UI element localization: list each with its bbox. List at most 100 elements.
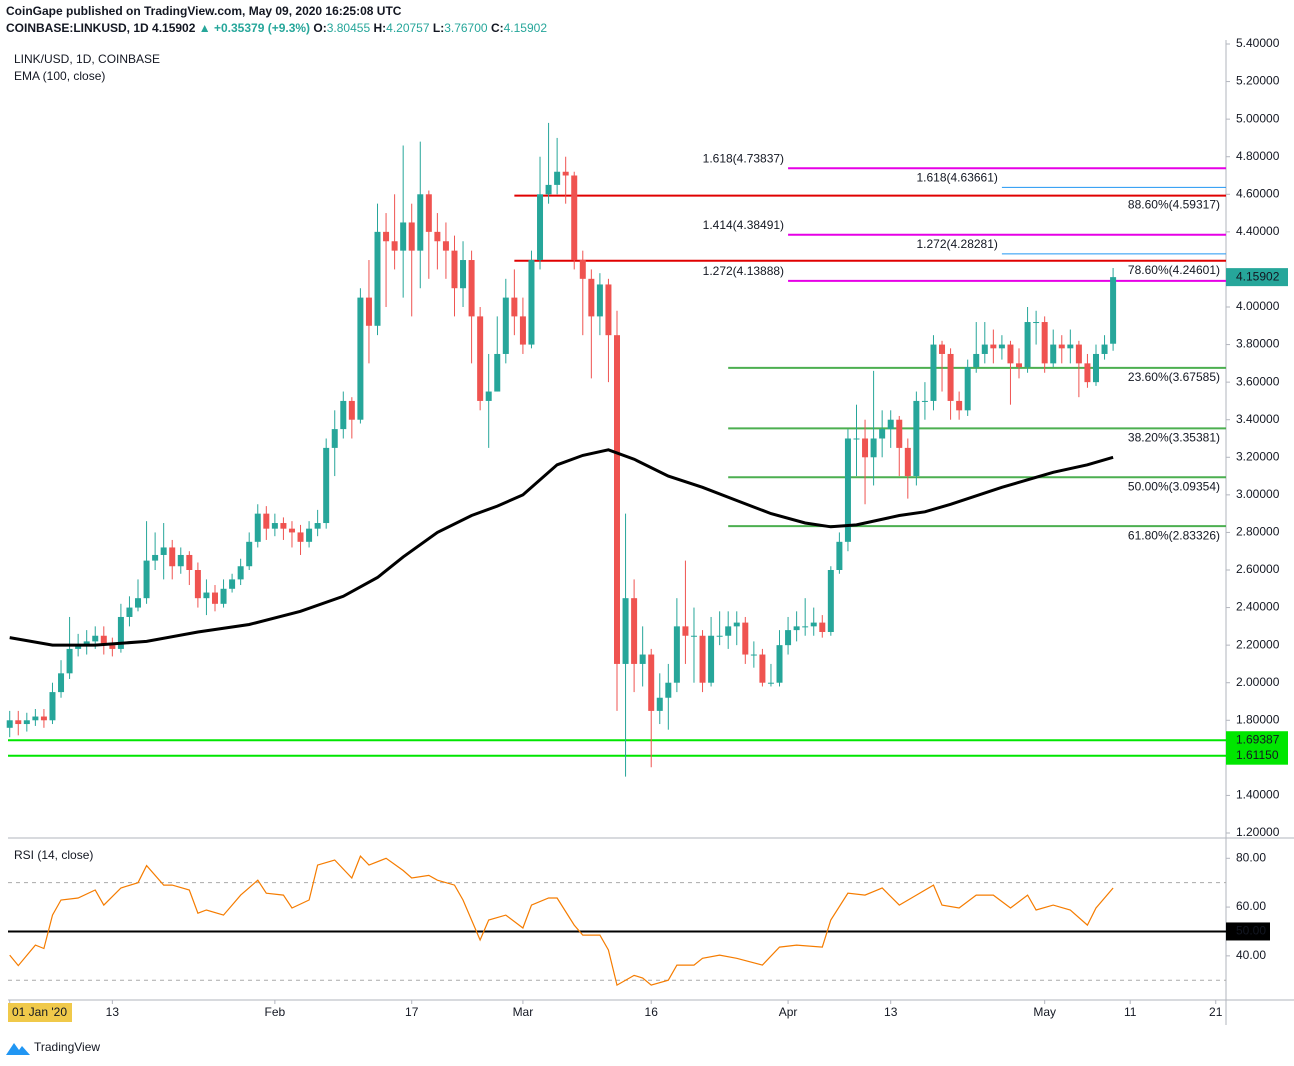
fib-retracement-label: 50.00%(3.09354) xyxy=(1128,479,1220,493)
candle-body xyxy=(519,316,526,345)
fib-extension-label: 1.414(4.38491) xyxy=(703,218,784,232)
candle-body xyxy=(1050,344,1057,364)
candle-body xyxy=(365,297,372,326)
y-tick-label: 3.00000 xyxy=(1236,487,1280,501)
candle-body xyxy=(956,400,963,411)
candle-body xyxy=(682,626,689,636)
support-tag-label: 1.61150 xyxy=(1236,748,1279,762)
fib-extension-label: 1.618(4.63661) xyxy=(916,171,997,185)
candle-body xyxy=(100,635,107,646)
candle-body xyxy=(579,260,586,279)
legend-ema: EMA (100, close) xyxy=(14,69,105,83)
candle-body xyxy=(614,335,620,664)
candle-body xyxy=(690,635,697,637)
candle-body xyxy=(331,429,338,448)
y-tick-label: 2.80000 xyxy=(1236,525,1280,539)
candle-body xyxy=(656,697,663,711)
candle-body xyxy=(468,260,475,317)
last-price-tag xyxy=(1226,268,1288,287)
y-tick-label: 1.80000 xyxy=(1236,712,1280,726)
plot-layer: 1.20000 1.40000 1.80000 2.00000 2.20000 2.400… xyxy=(6,36,1288,1022)
candle-body xyxy=(32,716,39,721)
candle-body xyxy=(211,592,218,604)
candle-body xyxy=(759,654,766,683)
candle-body xyxy=(810,622,817,627)
y-tick-label: 2.20000 xyxy=(1236,637,1280,651)
candle-body xyxy=(742,622,749,655)
candle-body xyxy=(169,547,176,567)
x-tick-label: 13 xyxy=(884,1005,898,1019)
candle-body xyxy=(827,570,834,632)
candle-body xyxy=(434,231,441,242)
candle-body xyxy=(220,588,227,604)
candle-body xyxy=(699,635,706,683)
candle-body xyxy=(306,528,313,542)
candle-body xyxy=(990,344,997,349)
fib-retracement-label: 38.20%(3.35381) xyxy=(1128,431,1220,445)
y-tick-label: 3.40000 xyxy=(1236,412,1280,426)
candle-body xyxy=(862,438,869,458)
y-tick-label: 80.00 xyxy=(1236,850,1266,864)
candle-body xyxy=(844,438,851,542)
last-price-label: 4.15902 xyxy=(1236,269,1280,283)
candle-body xyxy=(973,353,980,368)
candle-body xyxy=(391,241,398,251)
candle-body xyxy=(588,278,595,317)
candle-body xyxy=(1075,344,1082,364)
y-tick-label: 4.80000 xyxy=(1236,149,1280,163)
candle-body xyxy=(596,284,603,317)
candle-body xyxy=(665,682,672,698)
candle-body xyxy=(716,635,723,637)
y-tick-label: 4.40000 xyxy=(1236,224,1280,238)
candle-body xyxy=(1067,344,1074,349)
candle-body xyxy=(887,419,894,430)
candle-body xyxy=(58,673,65,693)
candle-body xyxy=(451,250,458,289)
candle-body xyxy=(528,260,535,345)
ohlc-value: 4.15902 xyxy=(504,21,548,35)
y-tick-label: 60.00 xyxy=(1236,899,1266,913)
y-tick-label: 5.40000 xyxy=(1236,36,1280,50)
candle-body xyxy=(785,630,792,646)
ohlc-value: 3.80455 xyxy=(327,21,371,35)
support-tag xyxy=(1226,746,1288,765)
candle-body xyxy=(109,645,116,649)
candle-body xyxy=(494,353,501,392)
ohlc-key: L: xyxy=(433,21,444,35)
candle-body xyxy=(477,316,484,401)
candle-body xyxy=(1084,363,1091,383)
candle-body xyxy=(631,598,638,664)
candle-body xyxy=(237,566,244,580)
candle-body xyxy=(408,222,415,251)
y-tick-label: 5.20000 xyxy=(1236,74,1280,88)
x-tick-label: Apr xyxy=(779,1005,798,1019)
candle-body xyxy=(904,447,911,477)
candle-body xyxy=(1110,277,1117,344)
candle-body xyxy=(1101,344,1108,354)
candle-body xyxy=(870,438,877,458)
candle-body xyxy=(571,175,578,261)
candle-body xyxy=(673,626,680,683)
candle-body xyxy=(186,554,193,570)
candle-body xyxy=(562,171,569,176)
candle-body xyxy=(271,523,278,529)
fib-retracement-label: 78.60%(4.24601) xyxy=(1128,263,1220,277)
legend-symbol: LINK/USD, 1D, COINBASE xyxy=(14,52,160,66)
fib-retracement-label: 23.60%(3.67585) xyxy=(1128,370,1220,384)
y-tick-label: 4.60000 xyxy=(1236,186,1280,200)
candle-body xyxy=(117,616,124,649)
x-tick-label: Mar xyxy=(513,1005,534,1019)
fib-retracement-label: 61.80%(2.83326) xyxy=(1128,528,1220,542)
ohlc-key: O: xyxy=(313,21,326,35)
candle-body xyxy=(648,654,655,711)
candle-body xyxy=(981,344,988,354)
candle-body xyxy=(340,400,347,430)
candle-body xyxy=(776,645,783,683)
candle-body xyxy=(708,635,715,683)
tv-logo xyxy=(6,1043,30,1055)
candle-body xyxy=(725,626,732,636)
candle-body xyxy=(1024,322,1031,368)
candle-body xyxy=(511,297,518,317)
